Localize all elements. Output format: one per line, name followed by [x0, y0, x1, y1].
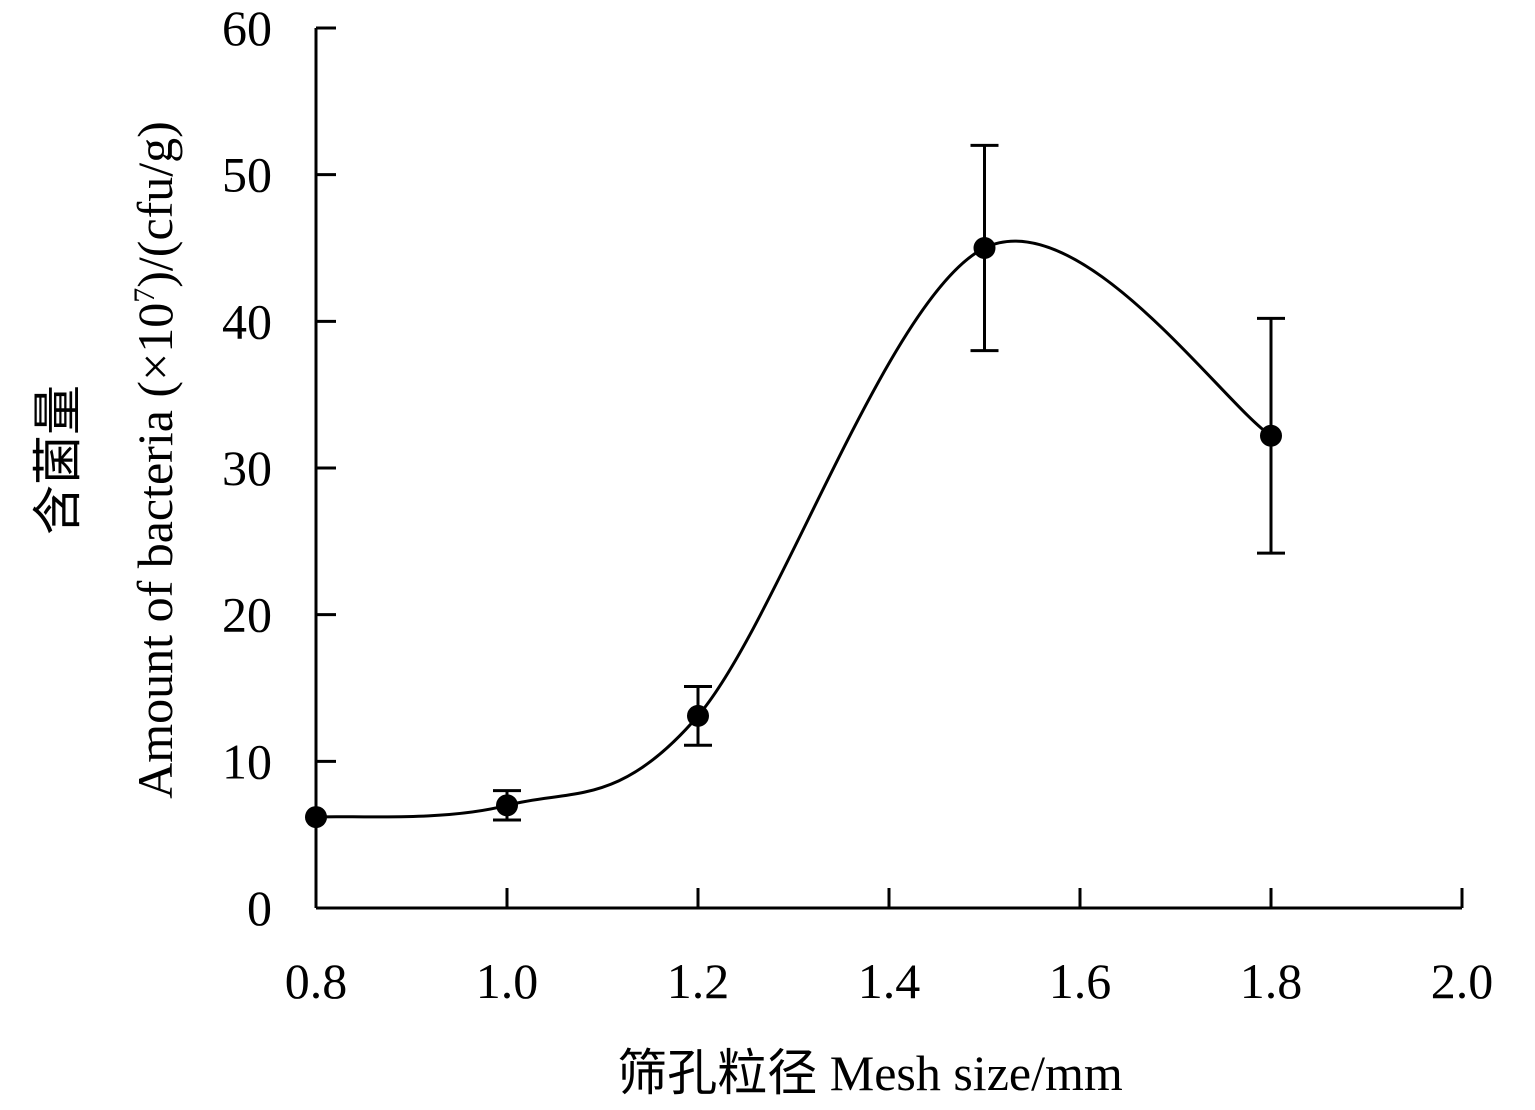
y-tick-label: 20 [222, 587, 272, 643]
x-tick-label: 1.6 [1049, 953, 1112, 1009]
axes [314, 28, 1462, 910]
data-point [305, 806, 327, 829]
y-axis-title-part1: Amount of bacteria (×10 [127, 303, 183, 799]
x-tick-label: 1.0 [476, 953, 539, 1009]
y-axis-title-sup: 7 [128, 288, 161, 303]
y-tick-label: 40 [222, 293, 272, 349]
y-tick-label: 60 [222, 0, 272, 56]
data-point [496, 794, 518, 817]
data-point [687, 704, 709, 727]
y-axis-title-part2: )/(cfu/g) [127, 121, 183, 288]
y-tick-label: 30 [222, 440, 272, 496]
x-tick-label: 1.8 [1240, 953, 1303, 1009]
y-tick-label: 0 [247, 880, 272, 936]
error-bars [493, 143, 1285, 822]
x-tick-label: 2.0 [1431, 953, 1494, 1009]
y-tick-label: 50 [222, 147, 272, 203]
x-ticks: 0.8 1.0 1.2 1.4 1.6 1.8 2.0 [285, 888, 1494, 1009]
y-axis-title: Amount of bacteria (×107)/(cfu/g) [127, 121, 183, 799]
x-tick-label: 1.4 [858, 953, 921, 1009]
data-point [973, 237, 996, 259]
y-tick-label: 10 [222, 733, 272, 789]
y-ticks: 0 10 20 30 40 50 60 [222, 0, 336, 936]
fit-curve [315, 239, 1272, 819]
x-tick-label: 0.8 [285, 953, 348, 1009]
x-axis-title: 筛孔粒径 Mesh size/mm [617, 1045, 1123, 1101]
data-points [305, 237, 1282, 829]
data-point [1260, 424, 1282, 447]
y-axis-title-cn: 含菌量 [30, 385, 86, 535]
x-tick-label: 1.2 [667, 953, 730, 1009]
